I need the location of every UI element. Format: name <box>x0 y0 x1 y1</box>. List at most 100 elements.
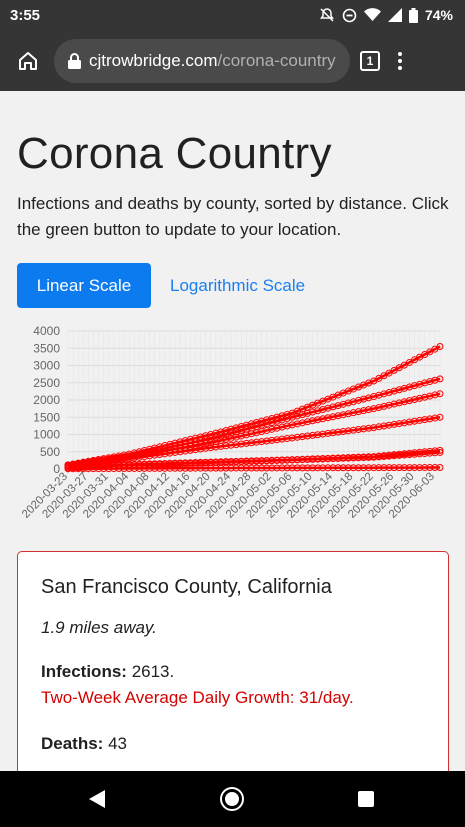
data-point <box>217 464 225 472</box>
data-point <box>309 431 317 439</box>
data-point <box>273 457 281 465</box>
data-point <box>426 449 434 457</box>
data-point <box>426 464 434 472</box>
data-point <box>375 423 383 431</box>
data-point <box>385 452 393 460</box>
data-point <box>421 393 429 401</box>
data-point <box>319 405 327 413</box>
data-point <box>339 400 347 408</box>
data-point <box>222 442 230 450</box>
data-point <box>237 440 245 448</box>
data-point <box>390 387 398 395</box>
data-point <box>283 464 291 472</box>
data-point <box>227 464 235 472</box>
data-point <box>191 446 199 454</box>
address-bar[interactable]: cjtrowbridge.com/corona-country <box>54 38 350 83</box>
deaths-line: Deaths: 43 <box>41 734 127 754</box>
data-point <box>273 417 281 425</box>
data-point <box>405 418 413 426</box>
battery-icon <box>408 7 418 23</box>
data-point <box>268 425 276 433</box>
data-point <box>344 454 352 462</box>
data-point <box>375 391 383 399</box>
data-point <box>304 418 312 426</box>
data-point <box>222 464 230 472</box>
data-point <box>360 407 368 415</box>
data-point <box>385 388 393 396</box>
data-point <box>232 464 240 472</box>
data-point <box>171 464 179 472</box>
data-point <box>293 464 301 472</box>
data-point <box>436 464 444 472</box>
data-point <box>365 424 373 432</box>
data-point <box>319 464 327 472</box>
data-point <box>411 395 419 403</box>
data-point <box>344 399 352 407</box>
data-point <box>258 428 266 436</box>
data-point <box>207 439 215 447</box>
data-point <box>283 435 291 443</box>
wifi-icon <box>363 8 381 21</box>
data-point <box>375 464 383 472</box>
data-point <box>400 419 408 427</box>
data-point <box>385 464 393 472</box>
data-point <box>263 437 271 445</box>
data-point <box>329 464 337 472</box>
data-point <box>283 456 291 464</box>
data-point <box>222 431 230 439</box>
data-point <box>278 416 286 424</box>
data-point <box>74 465 82 473</box>
data-point <box>186 459 194 467</box>
recent-apps-button[interactable] <box>358 791 374 807</box>
data-point <box>258 438 266 446</box>
data-point <box>324 429 332 437</box>
tab-switcher-button[interactable]: 1 <box>360 50 380 71</box>
back-button[interactable] <box>89 790 105 808</box>
data-point <box>202 459 210 467</box>
home-button[interactable] <box>8 41 48 81</box>
data-point <box>151 464 159 472</box>
menu-dot-icon <box>398 58 402 63</box>
data-point <box>176 464 184 472</box>
data-point <box>334 454 342 462</box>
data-point <box>324 464 332 472</box>
data-point <box>283 415 291 423</box>
logarithmic-scale-link[interactable]: Logarithmic Scale <box>170 275 306 295</box>
data-point <box>395 451 403 459</box>
data-point <box>79 465 87 473</box>
data-point <box>247 430 255 438</box>
data-point <box>278 423 286 431</box>
data-point <box>135 453 143 461</box>
browser-menu-button[interactable] <box>398 51 402 70</box>
data-point <box>324 404 332 412</box>
url-domain: cjtrowbridge.com <box>89 50 218 70</box>
data-point <box>385 401 393 409</box>
cell-signal-icon <box>387 8 402 22</box>
url-path: /corona-country <box>217 50 336 70</box>
data-point <box>227 434 235 442</box>
y-tick-label: 3000 <box>33 359 60 373</box>
data-point <box>140 453 148 461</box>
data-point <box>344 427 352 435</box>
data-point <box>232 441 240 449</box>
menu-dot-icon <box>398 65 402 70</box>
data-point <box>360 464 368 472</box>
data-point <box>191 464 199 472</box>
data-point <box>416 394 424 402</box>
data-point <box>431 449 439 457</box>
data-point <box>84 465 92 473</box>
data-point <box>380 402 388 410</box>
data-point <box>146 464 154 472</box>
linear-scale-button[interactable]: Linear Scale <box>17 263 151 308</box>
data-point <box>370 453 378 461</box>
home-nav-button[interactable] <box>222 789 242 809</box>
data-point <box>258 464 266 472</box>
data-point <box>385 421 393 429</box>
data-point <box>146 452 154 460</box>
data-point <box>411 450 419 458</box>
data-point <box>304 409 312 417</box>
data-point <box>400 464 408 472</box>
data-point <box>354 408 362 416</box>
notifications-off-icon <box>319 8 334 22</box>
data-point <box>273 436 281 444</box>
